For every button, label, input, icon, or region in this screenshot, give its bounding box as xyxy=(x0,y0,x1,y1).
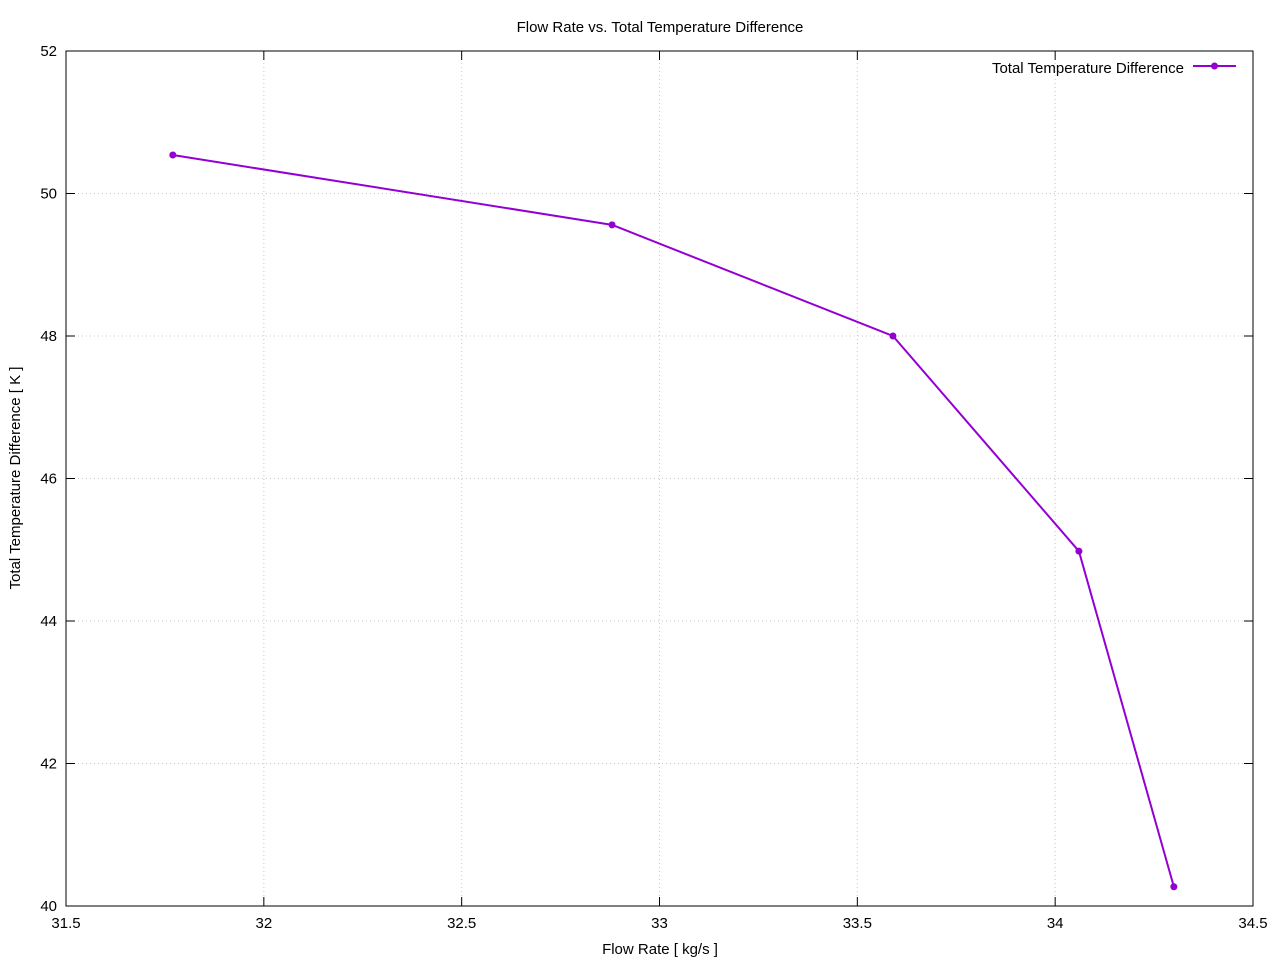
series-group xyxy=(169,151,1178,891)
x-tick-label: 32.5 xyxy=(447,915,476,932)
x-tick-label: 34 xyxy=(1047,915,1064,932)
y-axis: 40 42 44 46 48 50 52 xyxy=(40,43,1253,915)
y-tick-label: 46 xyxy=(40,471,57,488)
y-tick-label: 50 xyxy=(40,186,57,203)
data-point xyxy=(169,151,177,159)
y-tick-label: 42 xyxy=(40,756,57,773)
y-axis-label: Total Temperature Difference [ K ] xyxy=(7,367,24,590)
y-tick-label: 40 xyxy=(40,898,57,915)
data-point xyxy=(1075,547,1083,555)
x-tick-label: 31.5 xyxy=(51,915,80,932)
chart-title: Flow Rate vs. Total Temperature Differen… xyxy=(517,19,804,36)
x-tick-label: 33.5 xyxy=(843,915,872,932)
data-point xyxy=(608,221,616,229)
legend: Total Temperature Difference xyxy=(992,60,1236,77)
x-tick-label: 34.5 xyxy=(1238,915,1267,932)
x-axis-label: Flow Rate [ kg/s ] xyxy=(602,941,718,958)
x-tick-label: 33 xyxy=(651,915,668,932)
y-tick-label: 52 xyxy=(40,43,57,60)
data-point xyxy=(889,332,897,340)
y-tick-label: 44 xyxy=(40,613,57,630)
data-point xyxy=(1170,883,1178,891)
y-tick-label: 48 xyxy=(40,328,57,345)
legend-marker xyxy=(1211,62,1218,70)
x-axis: 31.5 32 32.5 33 33.5 34 34.5 xyxy=(51,51,1268,932)
grid xyxy=(66,51,1253,906)
x-tick-label: 32 xyxy=(255,915,272,932)
legend-label: Total Temperature Difference xyxy=(992,60,1184,77)
